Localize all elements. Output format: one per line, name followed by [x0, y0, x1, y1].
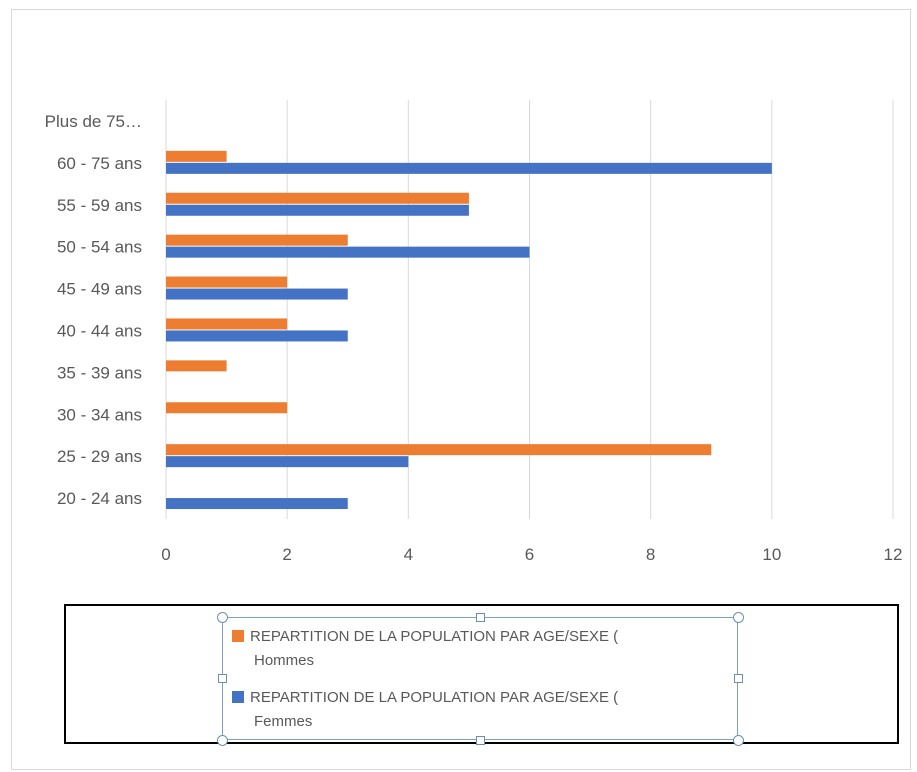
- bar-femmes-8: [166, 162, 772, 174]
- legend-label-hommes: REPARTITION DE LA POPULATION PAR AGE/SEX…: [250, 628, 619, 645]
- legend-label-femmes: REPARTITION DE LA POPULATION PAR AGE/SEX…: [250, 689, 619, 706]
- resize-handle-middle-right[interactable]: [734, 674, 743, 683]
- y-tick-label-6: 50 - 54 ans: [57, 238, 142, 257]
- x-tick-label-2: 4: [404, 545, 413, 564]
- legend-box[interactable]: [64, 604, 899, 744]
- bar-femmes-1: [166, 456, 409, 468]
- x-tick-label-1: 2: [282, 545, 291, 564]
- x-tick-label-6: 12: [884, 545, 903, 564]
- bar-hommes-2: [166, 402, 288, 414]
- resize-handle-top-right[interactable]: [733, 612, 744, 623]
- y-tick-label-3: 35 - 39 ans: [57, 363, 142, 382]
- legend-label-hommes-line2: Hommes: [254, 652, 315, 669]
- bar-femmes-4: [166, 330, 348, 342]
- bar-femmes-7: [166, 204, 469, 216]
- resize-handle-bottom-right[interactable]: [733, 735, 744, 746]
- y-tick-label-0: 20 - 24 ans: [57, 489, 142, 508]
- legend-label-femmes-line2: Femmes: [254, 713, 313, 730]
- resize-handle-top-left[interactable]: [217, 612, 228, 623]
- y-tick-label-8: 60 - 75 ans: [57, 154, 142, 173]
- x-tick-label-4: 8: [646, 545, 655, 564]
- resize-handle-middle-left[interactable]: [218, 674, 227, 683]
- bar-hommes-1: [166, 444, 712, 456]
- resize-handle-bottom-left[interactable]: [217, 735, 228, 746]
- bar-hommes-3: [166, 360, 227, 372]
- x-tick-label-0: 0: [161, 545, 170, 564]
- y-tick-label-7: 55 - 59 ans: [57, 196, 142, 215]
- bar-femmes-6: [166, 246, 530, 258]
- x-tick-label-3: 6: [525, 545, 534, 564]
- y-tick-label-9: Plus de 75…: [45, 112, 142, 131]
- bar-chart-plot: 0 2 4 6 8 10 12 20 - 24 ans 25 - 29 ans 30 - 34 a…: [45, 100, 903, 564]
- y-tick-label-2: 30 - 34 ans: [57, 405, 142, 424]
- legend-swatch-hommes: [232, 630, 244, 642]
- y-tick-label-5: 45 - 49 ans: [57, 280, 142, 299]
- bar-hommes-5: [166, 276, 288, 288]
- resize-handle-bottom-middle[interactable]: [476, 736, 485, 745]
- x-tick-label-5: 10: [762, 545, 781, 564]
- bar-hommes-8: [166, 150, 227, 162]
- bar-hommes-7: [166, 192, 469, 204]
- y-tick-label-4: 40 - 44 ans: [57, 321, 142, 340]
- bar-femmes-5: [166, 288, 348, 300]
- bar-hommes-6: [166, 234, 348, 246]
- legend-entry-femmes[interactable]: REPARTITION DE LA POPULATION PAR AGE/SEX…: [232, 686, 732, 734]
- legend-entry-hommes[interactable]: REPARTITION DE LA POPULATION PAR AGE/SEX…: [232, 625, 732, 673]
- y-tick-label-1: 25 - 29 ans: [57, 447, 142, 466]
- bar-femmes-0: [166, 498, 348, 510]
- resize-handle-top-middle[interactable]: [476, 613, 485, 622]
- legend-swatch-femmes: [232, 691, 244, 703]
- bar-hommes-4: [166, 318, 288, 330]
